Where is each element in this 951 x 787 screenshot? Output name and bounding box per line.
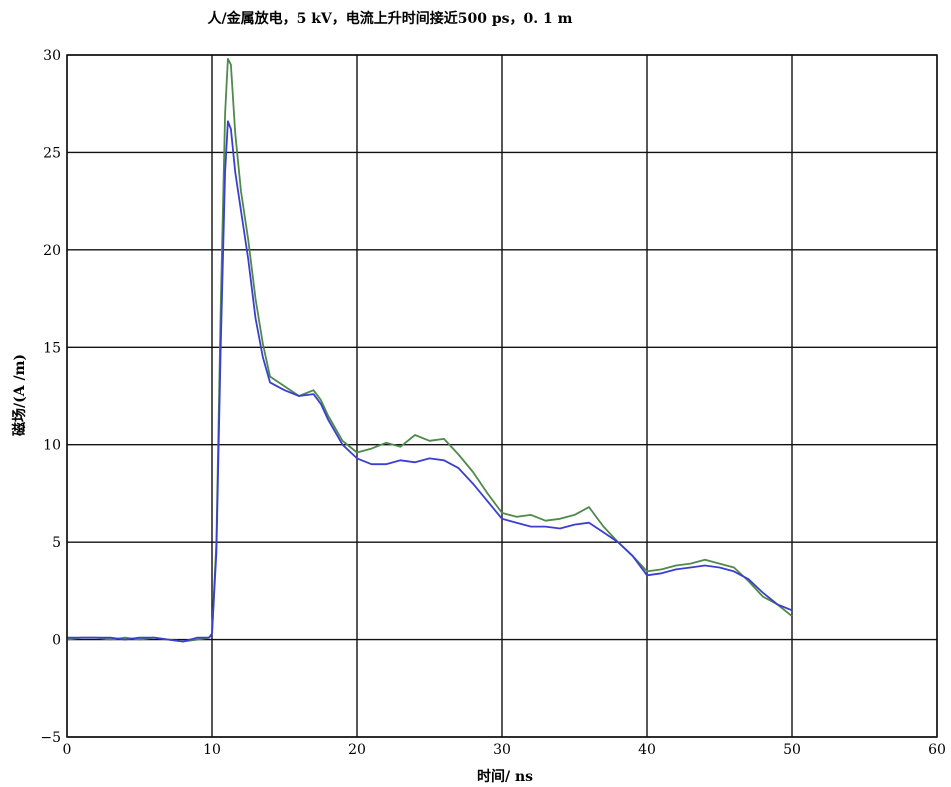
y-tick-label: 20 [43, 243, 61, 259]
y-tick-label: 0 [52, 633, 61, 649]
series-line-1 [66, 58, 793, 643]
x-tick-label: 60 [928, 742, 946, 758]
plot-frame [66, 54, 938, 738]
x-axis-label: 时间/ ns [477, 768, 533, 785]
x-tick-label: 30 [493, 742, 511, 758]
x-tick-label: 0 [63, 742, 72, 758]
y-tick-label: 5 [52, 535, 61, 551]
x-tick-label: 40 [638, 742, 656, 758]
y-tick-labels: −5 0 5 10 15 20 25 30 [40, 48, 61, 746]
y-tick-label: −5 [40, 730, 61, 746]
series-group [66, 58, 793, 643]
y-tick-label: 10 [43, 438, 61, 454]
y-tick-label: 25 [43, 145, 61, 161]
grid [66, 54, 938, 738]
y-tick-label: 30 [43, 48, 61, 64]
x-tick-label: 50 [783, 742, 801, 758]
x-tick-labels: 0 10 20 30 40 50 60 [63, 742, 946, 758]
series-line-2 [67, 120, 793, 643]
x-tick-label: 10 [203, 742, 221, 758]
x-tick-label: 20 [348, 742, 366, 758]
y-tick-label: 15 [43, 340, 61, 356]
chart-title: 人/金属放电，5 kV，电流上升时间接近500 ps，0. 1 m [208, 10, 573, 27]
y-axis-label: 磁场/(A /m) [11, 354, 28, 436]
